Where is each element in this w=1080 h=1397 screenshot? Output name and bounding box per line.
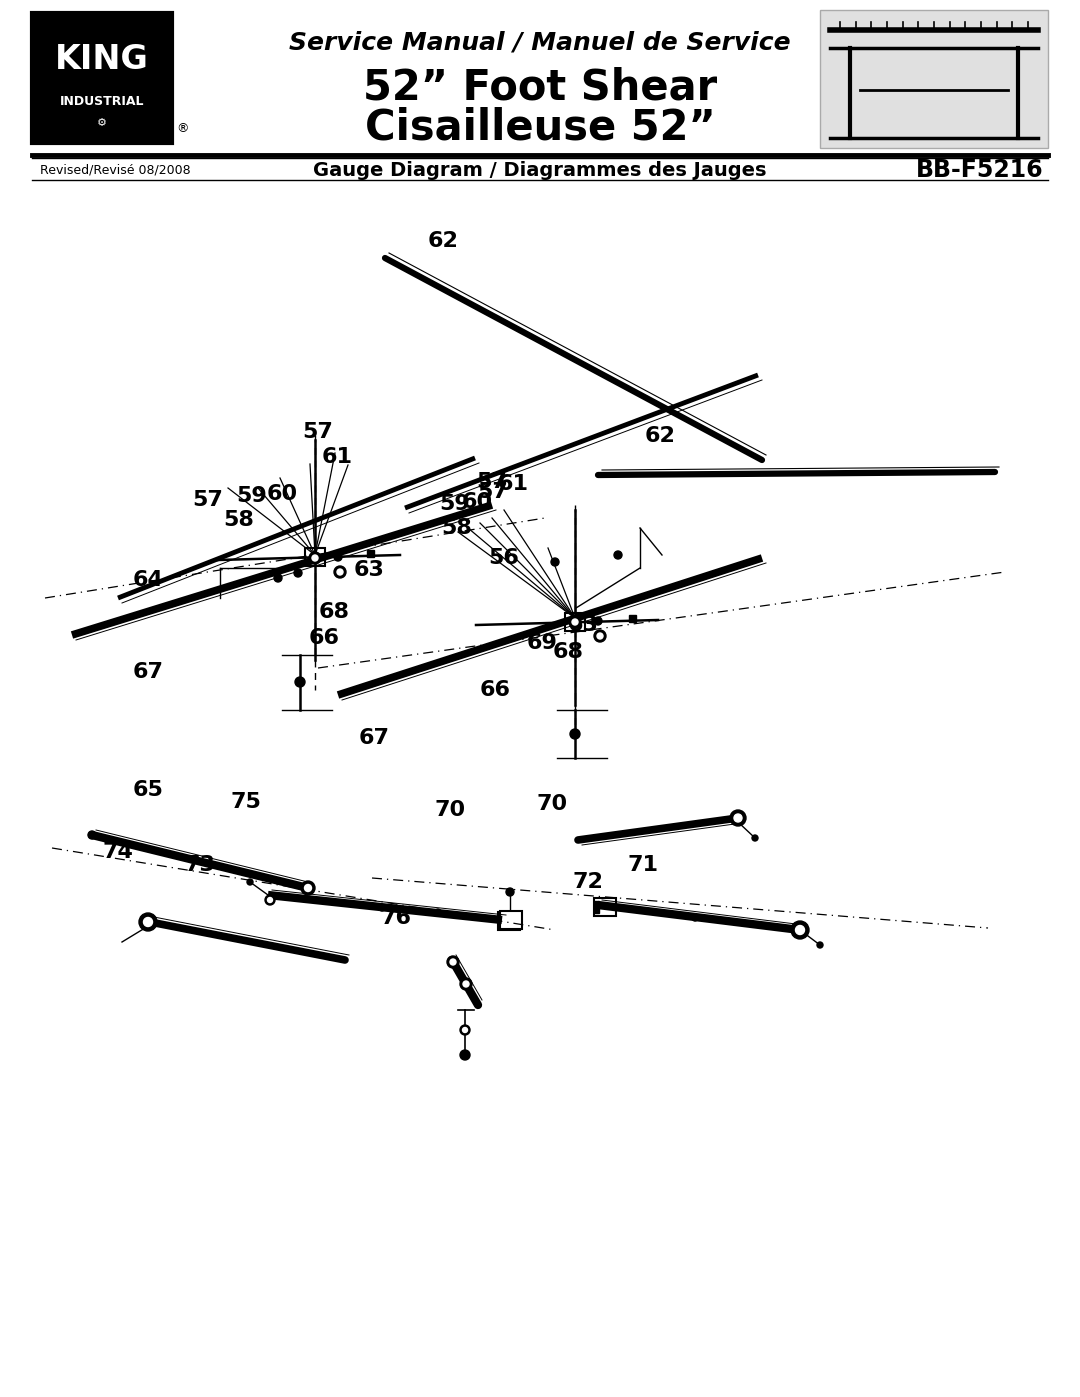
Circle shape — [569, 616, 581, 629]
Circle shape — [460, 1051, 470, 1060]
Text: Gauge Diagram / Diagrammes des Jauges: Gauge Diagram / Diagrammes des Jauges — [313, 161, 767, 179]
Bar — [32, 13, 172, 142]
Text: 76: 76 — [380, 908, 411, 928]
Text: 57: 57 — [477, 482, 509, 502]
Bar — [629, 615, 635, 622]
Text: 57: 57 — [476, 472, 508, 492]
Bar — [498, 915, 503, 928]
Text: 72: 72 — [572, 872, 604, 893]
Text: 60: 60 — [267, 483, 298, 504]
Text: INDUSTRIAL: INDUSTRIAL — [59, 95, 145, 108]
Text: 71: 71 — [627, 855, 659, 875]
Text: 73: 73 — [185, 855, 215, 875]
Text: 59: 59 — [440, 495, 471, 514]
Circle shape — [268, 897, 272, 902]
Text: 57: 57 — [302, 422, 334, 441]
Text: 68: 68 — [319, 602, 350, 622]
Text: ®: ® — [176, 122, 189, 136]
Circle shape — [301, 882, 315, 895]
Circle shape — [295, 678, 305, 687]
Circle shape — [791, 921, 809, 939]
Circle shape — [570, 729, 580, 739]
Text: 63: 63 — [353, 560, 384, 580]
Circle shape — [734, 814, 742, 821]
Text: 56: 56 — [488, 548, 519, 569]
Circle shape — [294, 569, 302, 577]
Circle shape — [87, 831, 96, 840]
Circle shape — [139, 914, 157, 930]
Text: 58: 58 — [224, 510, 255, 529]
Text: 52” Foot Shear: 52” Foot Shear — [363, 67, 717, 109]
Text: 68: 68 — [553, 643, 583, 662]
Circle shape — [594, 630, 606, 643]
Text: 64: 64 — [133, 570, 163, 590]
Circle shape — [594, 617, 602, 624]
Text: 70: 70 — [434, 800, 465, 820]
Circle shape — [309, 552, 321, 564]
Text: 66: 66 — [480, 680, 511, 700]
Circle shape — [337, 569, 343, 576]
Text: 66: 66 — [309, 629, 339, 648]
Text: 75: 75 — [230, 792, 261, 812]
Circle shape — [334, 553, 342, 562]
Bar — [305, 548, 325, 566]
Circle shape — [274, 574, 282, 583]
Text: Cisailleuse 52”: Cisailleuse 52” — [365, 108, 715, 149]
Circle shape — [305, 884, 311, 891]
Text: 61: 61 — [498, 474, 528, 495]
Text: 74: 74 — [103, 842, 134, 862]
Text: 59: 59 — [237, 486, 268, 506]
Circle shape — [144, 918, 152, 926]
Circle shape — [730, 810, 746, 826]
Circle shape — [796, 925, 805, 935]
Circle shape — [692, 915, 698, 921]
Circle shape — [334, 566, 346, 578]
Circle shape — [460, 978, 472, 990]
Text: 67: 67 — [359, 728, 390, 747]
Text: ⚙: ⚙ — [97, 119, 107, 129]
Bar — [498, 912, 519, 930]
Circle shape — [450, 958, 456, 965]
Text: Revised/Revisé 08/2008: Revised/Revisé 08/2008 — [40, 163, 191, 176]
Text: 67: 67 — [133, 662, 163, 682]
Text: 60: 60 — [461, 492, 492, 511]
Bar — [594, 898, 616, 916]
Text: 58: 58 — [442, 518, 472, 538]
Bar — [820, 10, 1048, 148]
Text: 57: 57 — [192, 490, 224, 510]
Text: 62: 62 — [428, 231, 458, 251]
Circle shape — [265, 895, 275, 905]
Text: 62: 62 — [645, 426, 675, 446]
Text: 63: 63 — [568, 615, 598, 636]
Circle shape — [597, 633, 603, 638]
Circle shape — [379, 905, 384, 911]
Circle shape — [247, 879, 253, 886]
Text: 61: 61 — [322, 447, 352, 467]
Circle shape — [312, 555, 318, 562]
Text: KING: KING — [55, 43, 149, 77]
Circle shape — [447, 956, 459, 968]
Circle shape — [551, 557, 559, 566]
Bar — [366, 549, 374, 556]
Bar — [500, 911, 522, 929]
Circle shape — [615, 550, 622, 559]
Circle shape — [462, 1028, 468, 1032]
Text: 69: 69 — [527, 633, 557, 652]
Circle shape — [752, 835, 758, 841]
Circle shape — [572, 619, 578, 624]
Bar — [565, 613, 585, 631]
Circle shape — [816, 942, 823, 949]
Text: Service Manual / Manuel de Service: Service Manual / Manuel de Service — [289, 29, 791, 54]
Circle shape — [460, 1025, 470, 1035]
Circle shape — [435, 909, 441, 915]
Circle shape — [507, 888, 514, 895]
Text: BB-F5216: BB-F5216 — [916, 158, 1044, 182]
Bar — [594, 901, 599, 914]
Text: 65: 65 — [133, 780, 163, 800]
Text: 70: 70 — [537, 793, 568, 814]
Circle shape — [463, 981, 469, 988]
